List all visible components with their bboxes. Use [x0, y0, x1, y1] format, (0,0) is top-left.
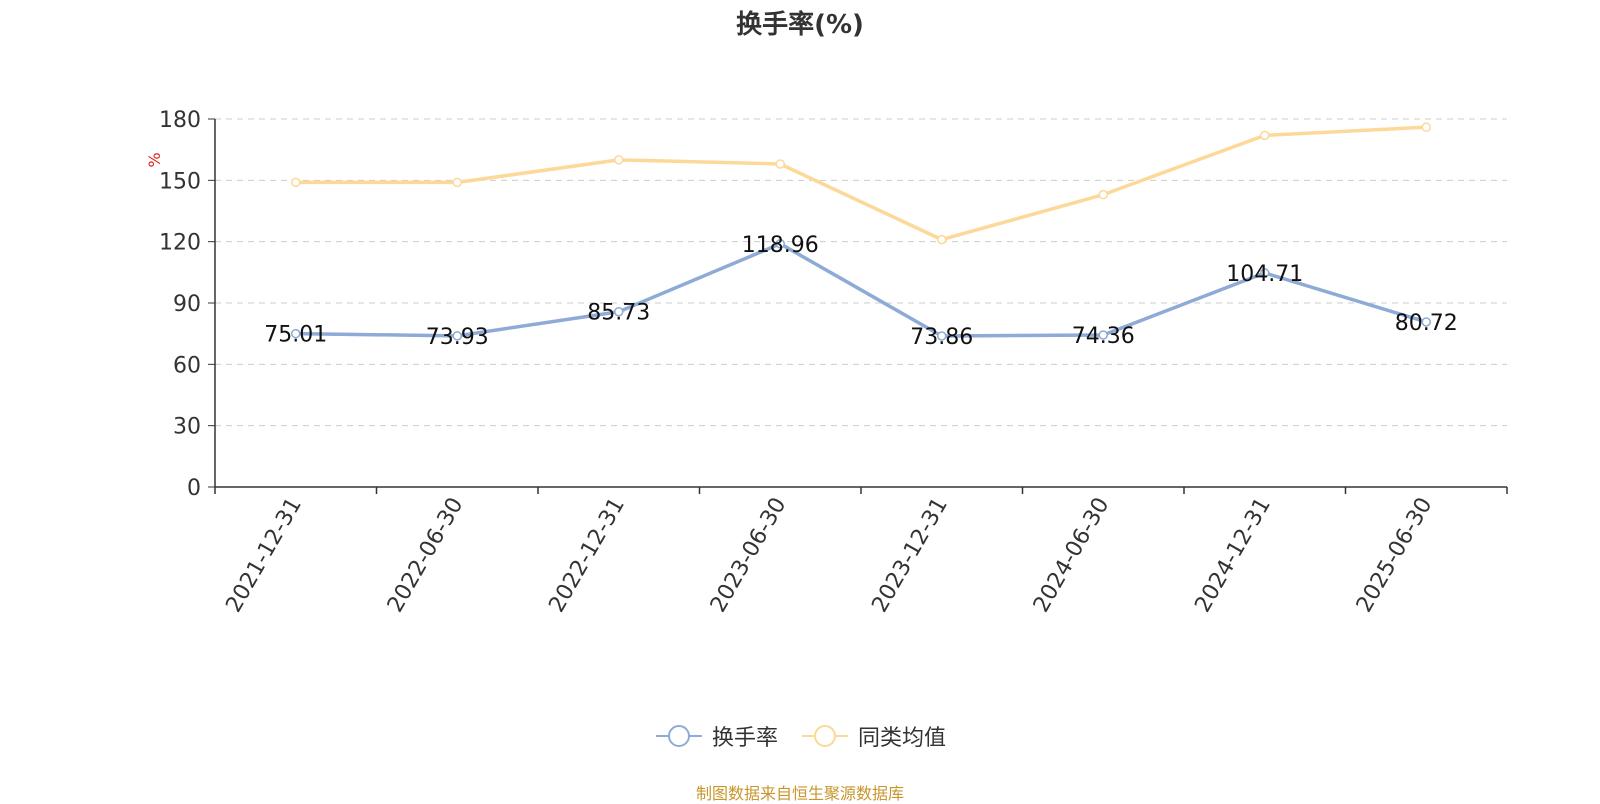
data-point-series-1 [452, 331, 462, 341]
data-labels: 75.01 73.93 85.73 118.96 73.86 74.36 104.71 80.… [264, 233, 1457, 350]
data-label: 75.01 [264, 323, 327, 348]
data-label: 73.86 [910, 325, 973, 350]
data-point-series-2 [937, 234, 947, 245]
legend-label-series-2: 同类均值 [858, 726, 947, 751]
data-point-series-2 [614, 155, 624, 165]
y-axis-unit-label: % [145, 152, 164, 167]
data-point-series-2 [1421, 122, 1431, 132]
grid-lines [215, 118, 1507, 427]
legend-item-series-1[interactable]: 换手率 [654, 720, 778, 752]
x-tick-label: 2023-06-30 [706, 494, 792, 617]
legend-item-series-2[interactable]: 同类均值 [800, 720, 946, 752]
data-point-series-1 [775, 239, 785, 249]
series-line-1 [295, 242, 1427, 338]
source-note: 制图数据来自恒生聚源数据库 [695, 784, 904, 803]
x-tick-label: 2023-12-31 [867, 494, 953, 617]
data-point-series-1 [1421, 317, 1431, 327]
data-point-series-2 [775, 159, 785, 169]
data-point-series-1 [291, 328, 301, 339]
data-point-series-2 [1260, 130, 1270, 141]
y-tick-label: 60 [173, 353, 201, 378]
y-tick-label: 0 [187, 476, 201, 501]
y-tick-label: 30 [173, 415, 201, 440]
data-point-series-1 [1260, 268, 1270, 278]
data-label: 80.72 [1395, 311, 1458, 336]
y-tick-label: 120 [159, 231, 201, 256]
data-point-series-1 [1098, 330, 1108, 340]
legend: 换手率 同类均值 [0, 720, 1600, 752]
x-tick-label: 2022-06-30 [383, 494, 469, 617]
series-line-2 [295, 125, 1427, 242]
data-point-series-2 [291, 177, 301, 188]
data-point-series-2 [452, 177, 462, 188]
data-label: 73.93 [426, 325, 489, 350]
data-point-series-2 [1098, 189, 1108, 200]
x-tick-label: 2021-12-31 [221, 494, 307, 617]
data-label: 104.71 [1226, 262, 1303, 287]
data-point-series-1 [614, 306, 624, 317]
y-tick-label: 180 [159, 108, 201, 133]
data-label: 74.36 [1072, 324, 1135, 349]
chart-title: 换手率(%) [736, 10, 864, 40]
data-label: 85.73 [587, 301, 650, 326]
x-tick-label: 2024-06-30 [1029, 494, 1115, 617]
series [291, 122, 1431, 341]
y-tick-label: 90 [173, 292, 201, 317]
x-tick-label: 2025-06-30 [1352, 494, 1438, 617]
x-tick-label: 2022-12-31 [544, 494, 630, 617]
x-tick-label: 2024-12-31 [1190, 494, 1276, 617]
legend-line-circle-icon [655, 725, 702, 747]
legend-line-circle-icon [802, 725, 848, 747]
data-label: 118.96 [742, 233, 819, 258]
y-tick-label: 150 [159, 169, 201, 194]
legend-label-series-1: 换手率 [711, 726, 778, 751]
data-point-series-1 [937, 331, 947, 341]
